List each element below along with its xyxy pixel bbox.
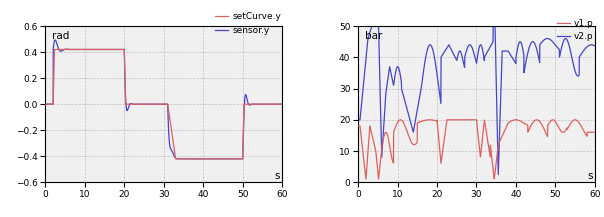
Legend: setCurve.y, sensor.y: setCurve.y, sensor.y <box>211 9 284 39</box>
Legend: v1.p, v2.p: v1.p, v2.p <box>553 15 597 45</box>
Text: s: s <box>587 171 593 181</box>
Text: rad: rad <box>53 31 70 41</box>
Text: s: s <box>274 171 280 181</box>
Text: bar: bar <box>365 31 382 41</box>
